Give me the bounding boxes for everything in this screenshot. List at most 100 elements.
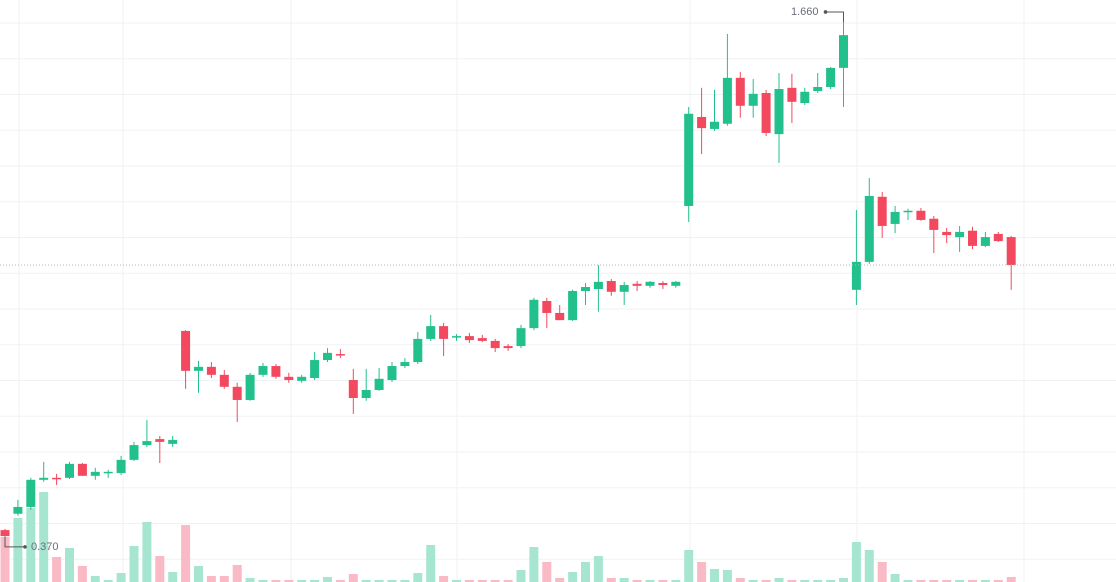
candle-body: [477, 338, 487, 341]
volume-bar: [722, 570, 732, 582]
volume-bar: [826, 580, 836, 582]
candle-body: [980, 237, 990, 246]
candle-body: [52, 477, 62, 480]
candle-body: [968, 230, 977, 246]
volume-bar: [168, 572, 178, 582]
candle-body: [813, 87, 823, 92]
candle-body: [826, 67, 836, 88]
candle-body: [452, 336, 461, 338]
volume-bar: [194, 566, 203, 582]
candle-body: [761, 93, 771, 133]
candle-body: [916, 210, 926, 220]
candle-body: [206, 366, 216, 375]
candle-body: [426, 326, 436, 339]
candle-body: [774, 89, 784, 135]
candle-body: [245, 374, 255, 400]
annotation-leader: [4, 536, 25, 548]
candle-body: [839, 35, 848, 68]
candle-body: [271, 366, 281, 377]
candle-body: [194, 366, 203, 371]
volume-bar: [206, 576, 216, 582]
candle-body: [13, 506, 23, 514]
candle-body: [297, 376, 307, 381]
candle-body: [168, 439, 178, 444]
volume-bar: [774, 578, 784, 582]
volume-bar: [284, 580, 294, 582]
volume-bar: [39, 492, 49, 582]
volume-bar: [142, 522, 152, 582]
candle-body: [413, 338, 423, 363]
candle-body: [606, 281, 616, 292]
annotation-layer: 1.660 0.370: [4, 6, 844, 553]
candle-body: [710, 121, 719, 129]
candle-body: [155, 439, 165, 442]
candle-body: [348, 380, 358, 398]
volume-bar: [413, 573, 423, 582]
volume-bar: [245, 578, 255, 582]
volume-bar: [697, 562, 707, 582]
candle-body: [800, 91, 810, 103]
volume-bar: [374, 580, 384, 582]
candle-body: [26, 479, 36, 507]
volume-bar: [542, 562, 552, 582]
volume-bar: [942, 580, 952, 582]
volume-bar: [555, 578, 565, 582]
candle-body: [684, 113, 694, 206]
volume-bar: [516, 570, 526, 582]
volume-bar: [323, 577, 332, 582]
candle-body: [503, 346, 513, 349]
volume-bar: [26, 508, 36, 582]
volume-bar: [916, 580, 926, 582]
volume-bar: [632, 580, 642, 582]
candle-body: [516, 328, 526, 347]
volume-bar: [387, 580, 397, 582]
candle-body: [0, 530, 10, 537]
volume-bar: [929, 580, 939, 582]
volume-bar: [13, 518, 23, 582]
volume-bar: [748, 580, 758, 582]
volume-bar: [116, 573, 126, 582]
candle-body: [335, 354, 345, 356]
annotation-label: 0.370: [31, 541, 59, 553]
volume-bar: [477, 580, 487, 582]
volume-bar: [658, 580, 668, 582]
volume-bar: [864, 550, 874, 582]
candle-body: [90, 471, 100, 476]
volume-bar: [335, 580, 345, 582]
annotation-leader: [825, 11, 844, 22]
volume-layer: [0, 492, 1016, 582]
candle-body: [942, 231, 952, 236]
volume-bar: [903, 580, 913, 582]
volume-bar: [310, 580, 320, 582]
volume-bar: [103, 580, 113, 582]
candle-body: [851, 261, 861, 290]
candle-body: [993, 233, 1003, 242]
volume-bar: [155, 556, 165, 582]
volume-bar: [851, 542, 861, 582]
candle-body: [748, 93, 758, 106]
volume-bar: [800, 580, 810, 582]
candle-body: [542, 300, 552, 313]
candle-body: [890, 211, 900, 224]
candle-body: [400, 362, 410, 367]
candle-body: [697, 116, 707, 129]
candle-body: [361, 389, 371, 398]
volume-bar: [348, 574, 358, 582]
volume-bar: [77, 566, 87, 582]
volume-bar: [490, 580, 500, 582]
candle-layer: [0, 21, 1116, 537]
candle-body: [581, 287, 590, 291]
candle-body: [77, 463, 87, 476]
volume-bar: [529, 547, 539, 582]
volume-bar: [980, 580, 990, 582]
volume-bar: [452, 580, 461, 582]
candle-body: [1006, 237, 1016, 266]
volume-bar: [65, 548, 74, 582]
candle-body: [490, 340, 500, 349]
candle-body: [555, 312, 565, 321]
candle-body: [219, 374, 229, 387]
volume-bar: [619, 578, 629, 582]
annotation-dot: [823, 10, 828, 14]
candle-body: [903, 210, 913, 213]
